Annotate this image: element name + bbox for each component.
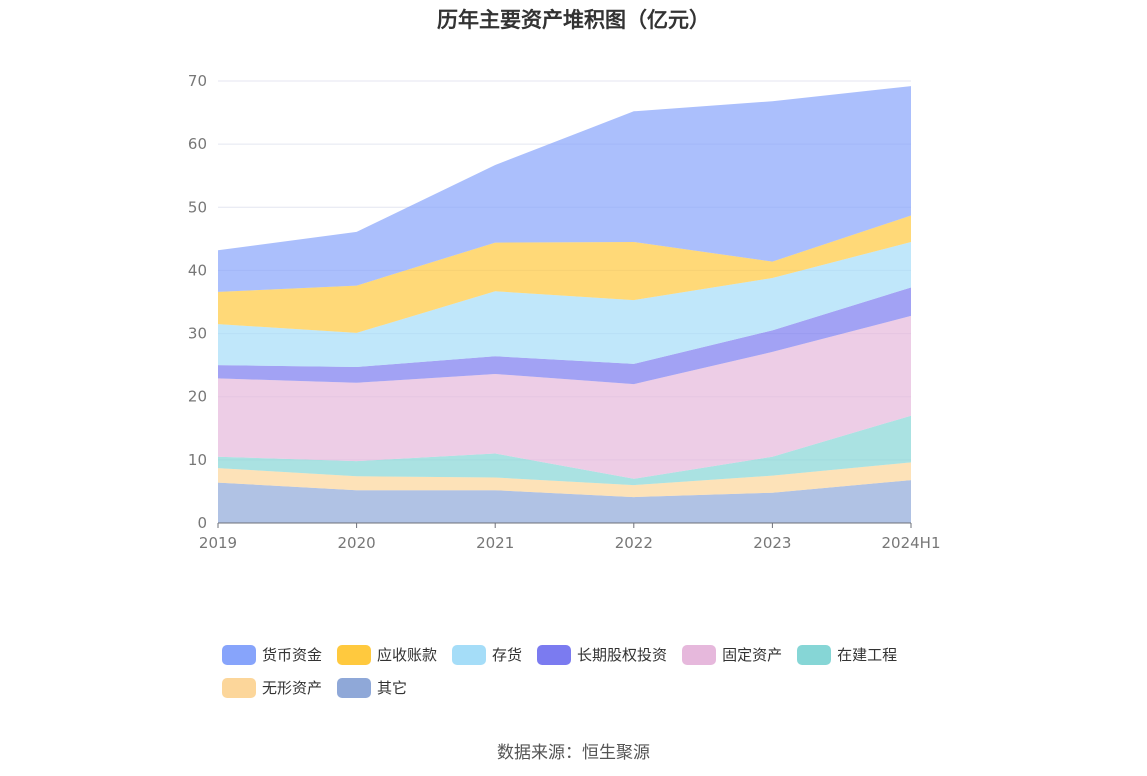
data-source-note: 数据来源：恒生聚源 bbox=[497, 743, 650, 763]
legend-row-1: 货币资金 应收账款 存货 长期股权投资 固定资产 在建工程 bbox=[222, 638, 962, 671]
y-tick-label: 70 bbox=[188, 72, 207, 90]
area-series bbox=[218, 287, 911, 385]
legend-item[interactable]: 在建工程 bbox=[797, 644, 897, 665]
y-tick-label: 40 bbox=[188, 261, 207, 279]
legend-label: 固定资产 bbox=[722, 646, 783, 664]
y-tick-label: 30 bbox=[188, 325, 207, 343]
legend-label: 应收账款 bbox=[377, 646, 438, 664]
legend-swatch bbox=[337, 644, 372, 665]
legend-row-2: 无形资产 其它 bbox=[222, 671, 962, 704]
chart-legend: 货币资金 应收账款 存货 长期股权投资 固定资产 在建工程 无形资产 其它 bbox=[222, 638, 962, 704]
area-series bbox=[218, 315, 911, 479]
y-tick-label: 50 bbox=[188, 198, 207, 216]
legend-swatch bbox=[452, 644, 487, 665]
stacked-area-chart: 0 10 20 30 40 50 60 70 2019 2020 2021 2022 2023 2024H… bbox=[188, 72, 941, 552]
legend-item[interactable]: 无形资产 bbox=[222, 677, 322, 698]
legend-label: 在建工程 bbox=[837, 646, 898, 664]
legend-swatch bbox=[797, 644, 832, 665]
y-tick-label: 0 bbox=[197, 514, 207, 532]
legend-item[interactable]: 应收账款 bbox=[337, 644, 437, 665]
legend-swatch bbox=[537, 644, 572, 665]
area-series bbox=[218, 480, 911, 523]
legend-item[interactable]: 固定资产 bbox=[682, 644, 782, 665]
x-tick-label: 2023 bbox=[753, 534, 791, 552]
legend-swatch bbox=[337, 677, 372, 698]
legend-item[interactable]: 货币资金 bbox=[222, 644, 322, 665]
area-series bbox=[218, 462, 911, 498]
legend-swatch bbox=[222, 644, 256, 665]
legend-label: 长期股权投资 bbox=[577, 646, 668, 664]
legend-label: 其它 bbox=[377, 679, 408, 697]
x-tick-label: 2024H1 bbox=[882, 534, 941, 552]
area-series bbox=[218, 242, 911, 367]
x-tick-label: 2022 bbox=[615, 534, 653, 552]
legend-item[interactable]: 其它 bbox=[337, 677, 407, 698]
area-series bbox=[218, 86, 911, 292]
area-series bbox=[218, 215, 911, 333]
x-tick-label: 2021 bbox=[476, 534, 514, 552]
y-tick-label: 10 bbox=[188, 451, 207, 469]
legend-label: 无形资产 bbox=[262, 679, 323, 697]
area-series bbox=[218, 415, 911, 486]
x-tick-label: 2019 bbox=[199, 534, 237, 552]
y-tick-label: 60 bbox=[188, 135, 207, 153]
legend-swatch bbox=[682, 644, 717, 665]
legend-label: 存货 bbox=[492, 646, 523, 664]
chart-title: 历年主要资产堆积图（亿元） bbox=[437, 8, 710, 32]
y-tick-label: 20 bbox=[188, 388, 207, 406]
legend-swatch bbox=[222, 677, 256, 698]
legend-label: 货币资金 bbox=[262, 646, 323, 664]
legend-item[interactable]: 长期股权投资 bbox=[537, 644, 667, 665]
x-tick-label: 2020 bbox=[338, 534, 376, 552]
legend-item[interactable]: 存货 bbox=[452, 644, 522, 665]
